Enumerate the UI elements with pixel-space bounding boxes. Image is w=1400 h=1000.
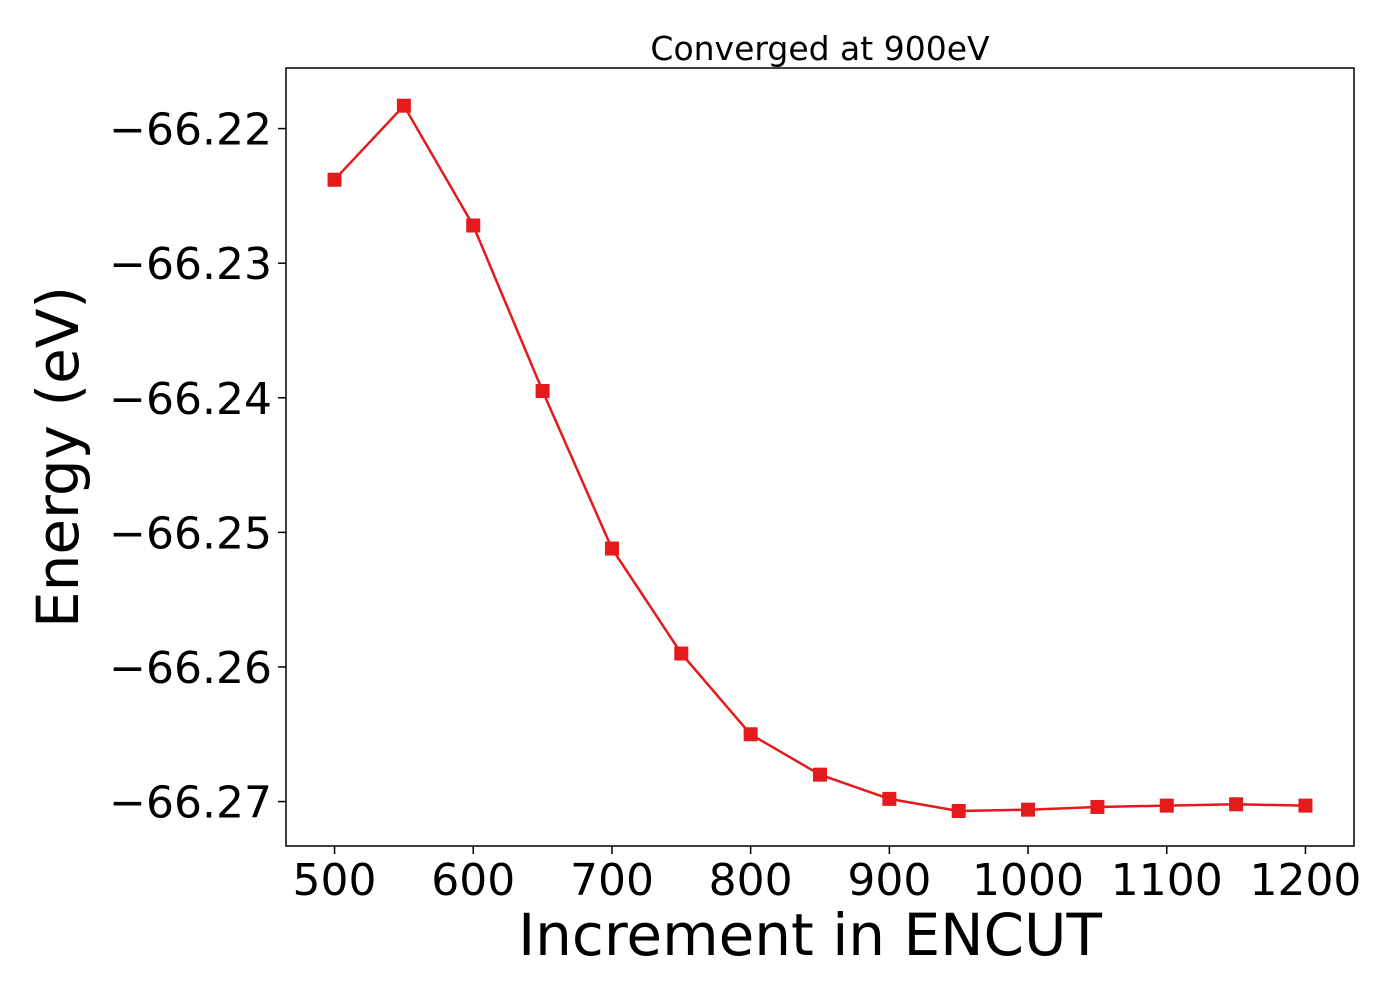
data-point-550 — [396, 98, 411, 113]
x-tick-label: 1000 — [972, 855, 1084, 906]
x-tick-label: 900 — [847, 855, 931, 906]
data-point-1000 — [1021, 802, 1036, 817]
data-point-950 — [951, 804, 966, 819]
data-point-700 — [604, 541, 619, 556]
x-tick-label: 700 — [570, 855, 654, 906]
data-point-600 — [466, 218, 481, 233]
y-tick-label: −66.27 — [109, 778, 272, 829]
data-point-750 — [674, 646, 689, 661]
y-tick-label: −66.22 — [109, 105, 272, 156]
data-point-1200 — [1298, 798, 1313, 813]
y-tick-label: −66.25 — [109, 508, 272, 559]
y-axis-label: Energy (eV) — [24, 286, 92, 628]
x-tick-label: 500 — [293, 855, 377, 906]
x-tick-label: 1200 — [1249, 855, 1361, 906]
data-point-850 — [813, 767, 827, 782]
y-axis-ticks: −66.22 −66.23 −66.24 −66.25 −66.26 −66.27 — [109, 105, 286, 829]
x-axis-ticks: 500 600 700 800 900 1000 1100 1200 — [293, 846, 1361, 906]
x-tick-label: 800 — [709, 855, 793, 906]
y-tick-label: −66.23 — [109, 239, 272, 290]
x-tick-label: 600 — [431, 855, 515, 906]
data-point-650 — [535, 384, 550, 399]
y-tick-label: −66.24 — [109, 374, 272, 425]
data-point-1150 — [1229, 797, 1244, 812]
x-axis-label: Increment in ENCUT — [518, 901, 1102, 969]
series-layer — [327, 98, 1313, 819]
data-point-900 — [882, 791, 897, 806]
data-point-500 — [327, 172, 342, 187]
data-point-1050 — [1090, 799, 1105, 814]
y-tick-label: −66.26 — [109, 643, 272, 694]
x-tick-label: 1100 — [1111, 855, 1223, 906]
data-point-1100 — [1159, 798, 1174, 813]
plot-area — [285, 67, 1355, 847]
data-point-800 — [743, 727, 758, 742]
chart-title: Converged at 900eV — [650, 29, 990, 68]
